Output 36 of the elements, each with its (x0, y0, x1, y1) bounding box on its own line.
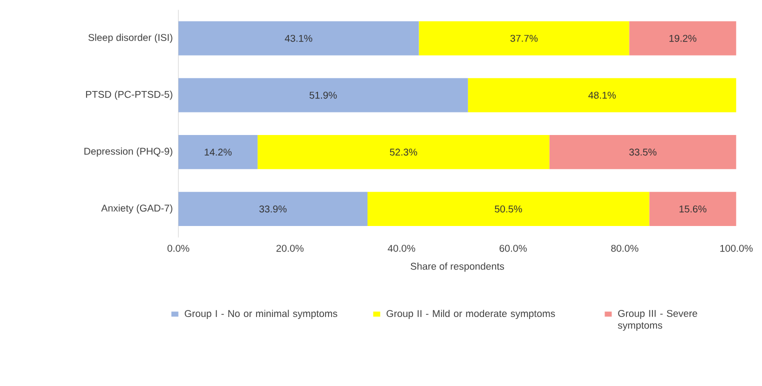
bar (178, 78, 468, 112)
x-tick-label: 60.0% (500, 244, 527, 252)
bar (178, 21, 419, 56)
data-label: 33.5% (629, 148, 656, 156)
bar (178, 192, 368, 226)
x-tick-label: 100.0% (720, 244, 753, 252)
bar (468, 78, 736, 112)
bar (367, 192, 650, 226)
bar (418, 21, 630, 56)
bar (549, 135, 736, 170)
bar (258, 135, 550, 170)
x-tick-label: 40.0% (388, 244, 416, 252)
data-label: 51.9% (310, 92, 337, 99)
data-label: 50.5% (494, 206, 522, 213)
legend-label: Group III - Severe symptoms (618, 310, 698, 331)
bar (629, 21, 736, 56)
y-tick-label: PTSD (PC-PTSD-5) (86, 90, 172, 100)
data-label: 43.1% (284, 34, 312, 42)
data-label: 33.9% (259, 206, 287, 213)
x-axis-title: Share of respondents (410, 262, 504, 272)
bar (178, 135, 258, 170)
y-tick-label: Sleep disorder (ISI) (88, 34, 172, 44)
legend-label: Group I - No or minimal symptoms (184, 310, 338, 320)
data-label: 15.6% (680, 206, 706, 213)
y-tick-label: Anxiety (GAD-7) (101, 204, 172, 214)
data-label: 48.1% (588, 92, 616, 99)
data-label: 19.2% (670, 34, 696, 42)
legend-label: Group II - Mild or moderate symptoms (386, 310, 555, 320)
bar (649, 192, 736, 226)
data-label: 37.7% (510, 34, 538, 42)
data-label: 52.3% (390, 148, 418, 156)
x-tick-label: 0.0% (168, 244, 190, 252)
data-label: 14.2% (204, 148, 232, 156)
y-tick-label: Depression (PHQ-9) (84, 148, 172, 157)
x-tick-label: 80.0% (611, 244, 638, 252)
x-tick-label: 20.0% (276, 244, 304, 252)
